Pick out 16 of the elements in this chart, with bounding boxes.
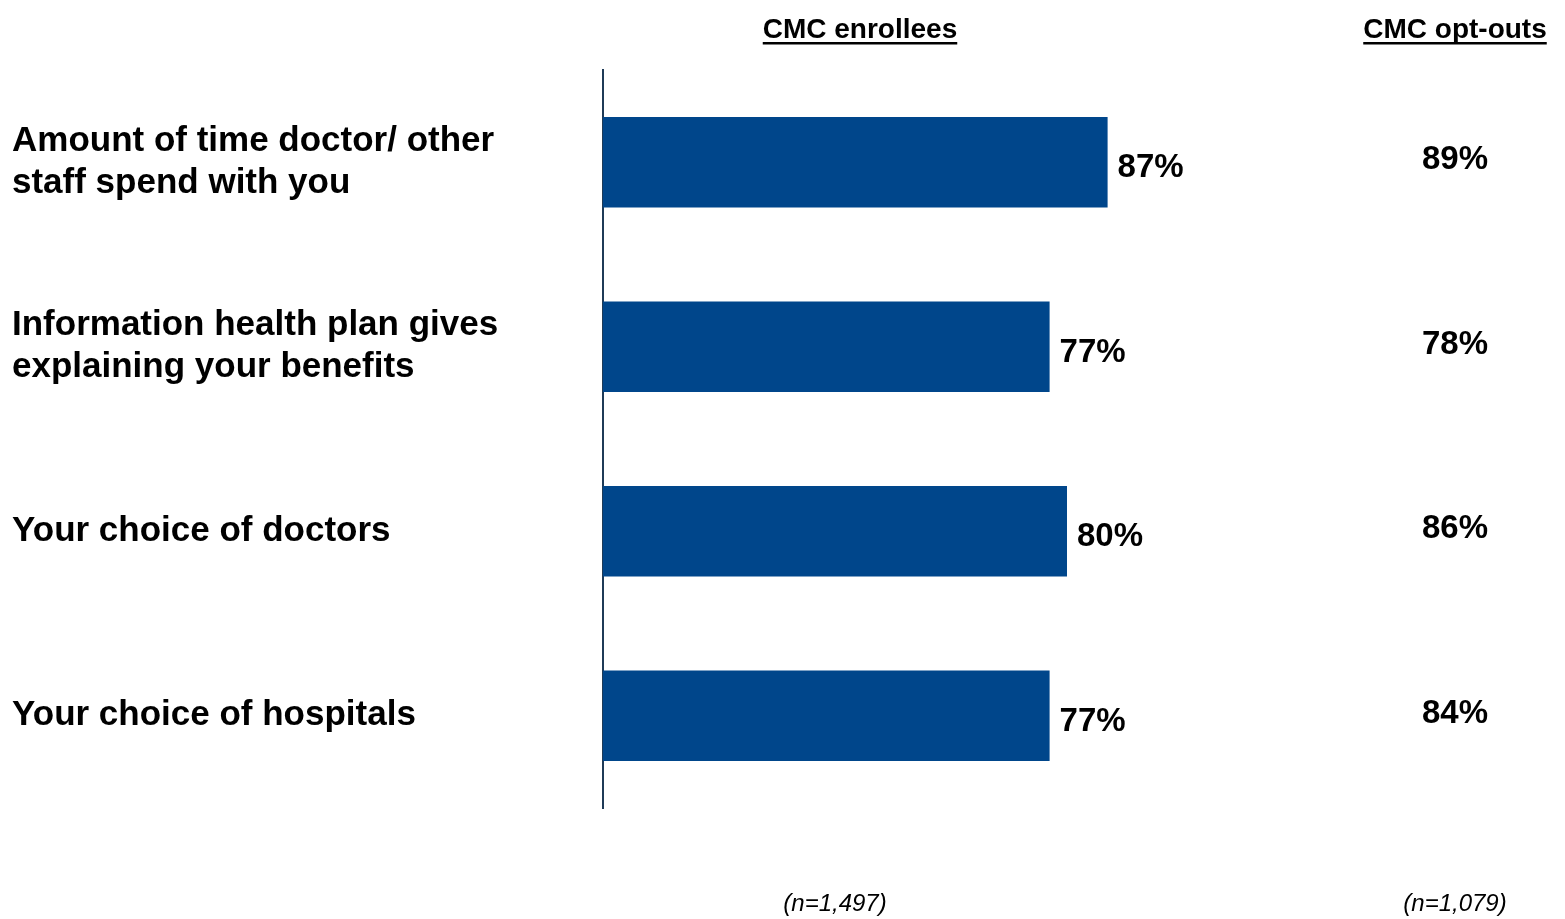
y-tick-label: Amount of time doctor/ other staff spend with you [12, 118, 495, 200]
y-tick-label: Information health plan gives explaining your benefits [12, 303, 499, 385]
text: CMC opt-outs [1363, 13, 1547, 44]
data-label: 87% [1117, 147, 1184, 185]
data-label: 77% [1059, 331, 1126, 369]
data-label: 77% [1059, 700, 1126, 738]
text: CMC enrollees [762, 13, 958, 44]
y-tick-label: Your choice of hospitals [12, 693, 416, 733]
y-tick-label: Your choice of doctors [12, 508, 391, 548]
text: (n=1,079) [1403, 888, 1507, 916]
text: 84% [1421, 692, 1489, 730]
text: 86% [1421, 508, 1489, 546]
text: 78% [1421, 323, 1489, 361]
data-label: 80% [1077, 516, 1144, 554]
text: 89% [1421, 139, 1489, 177]
text: (n=1,497) [783, 888, 887, 916]
